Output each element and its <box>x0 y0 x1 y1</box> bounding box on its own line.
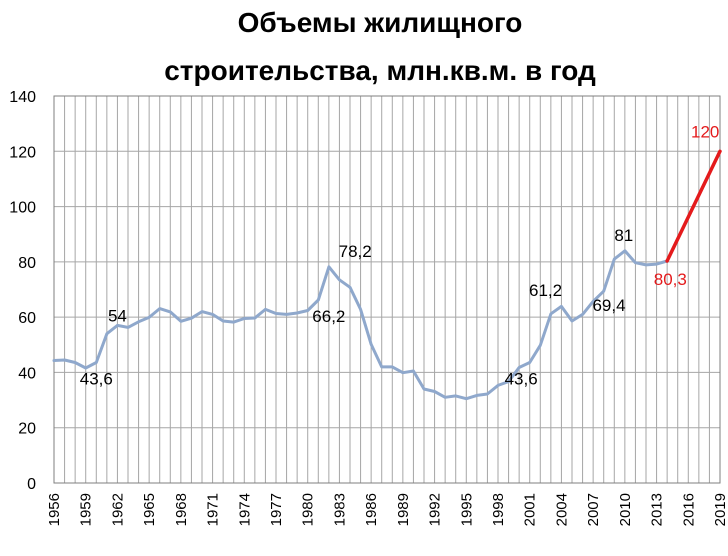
data-label: 80,3 <box>654 270 687 289</box>
data-label: 54 <box>108 307 127 326</box>
y-axis: 0 20 40 60 80 100 120 140 <box>9 89 36 493</box>
y-tick-label: 40 <box>18 365 36 382</box>
chart-title-line-1: Объемы жилищного <box>238 7 523 38</box>
data-label: 69,4 <box>592 296 625 315</box>
x-tick-label: 1968 <box>173 493 190 526</box>
grid-lines <box>53 95 721 484</box>
x-tick-label: 1974 <box>236 493 253 526</box>
chart-title-line-2: строительства, млн.кв.м. в год <box>164 55 596 86</box>
x-tick-label: 1989 <box>395 493 412 526</box>
data-label: 61,2 <box>529 281 562 300</box>
x-tick-label: 1980 <box>300 493 317 526</box>
x-tick-label: 1962 <box>109 493 126 526</box>
data-labels: 54 43,6 78,2 66,2 43,6 61,2 81 69,4 80,3 120 <box>80 122 720 388</box>
data-label: 43,6 <box>505 369 538 388</box>
data-label: 78,2 <box>339 242 372 261</box>
data-label: 66,2 <box>312 307 345 326</box>
x-tick-label: 2010 <box>617 493 634 526</box>
x-tick-label: 1986 <box>363 493 380 526</box>
x-tick-label: 1977 <box>268 493 285 526</box>
x-tick-label: 1956 <box>46 493 63 526</box>
x-tick-label: 2007 <box>585 493 602 526</box>
plot-frame <box>53 95 721 484</box>
x-tick-label: 2013 <box>649 493 666 526</box>
forecast-series-line <box>665 149 722 263</box>
x-tick-label: 2016 <box>680 493 697 526</box>
x-tick-label: 1998 <box>490 493 507 526</box>
data-label: 81 <box>614 226 633 245</box>
y-tick-label: 120 <box>9 144 36 161</box>
y-tick-label: 60 <box>18 310 36 327</box>
y-tick-label: 20 <box>18 421 36 438</box>
x-tick-label: 1983 <box>331 493 348 526</box>
y-tick-label: 80 <box>18 255 36 272</box>
series-group <box>52 149 722 401</box>
x-tick-label: 1965 <box>141 493 158 526</box>
x-tick-label: 1971 <box>205 493 222 526</box>
x-tick-label: 2001 <box>522 493 539 526</box>
actual-series-line <box>52 249 669 401</box>
x-tick-label: 1992 <box>427 493 444 526</box>
x-tick-label: 2019 <box>712 493 728 526</box>
x-axis: 1956 1959 1962 1965 1968 1971 1974 1977 1980 1983… <box>46 493 728 526</box>
data-label: 120 <box>691 122 719 141</box>
x-tick-label: 1995 <box>458 493 475 526</box>
y-tick-label: 140 <box>9 89 36 106</box>
y-tick-label: 0 <box>27 476 36 493</box>
y-tick-label: 100 <box>9 200 36 217</box>
x-tick-label: 2004 <box>553 493 570 526</box>
data-label: 43,6 <box>80 369 113 388</box>
x-tick-label: 1959 <box>78 493 95 526</box>
